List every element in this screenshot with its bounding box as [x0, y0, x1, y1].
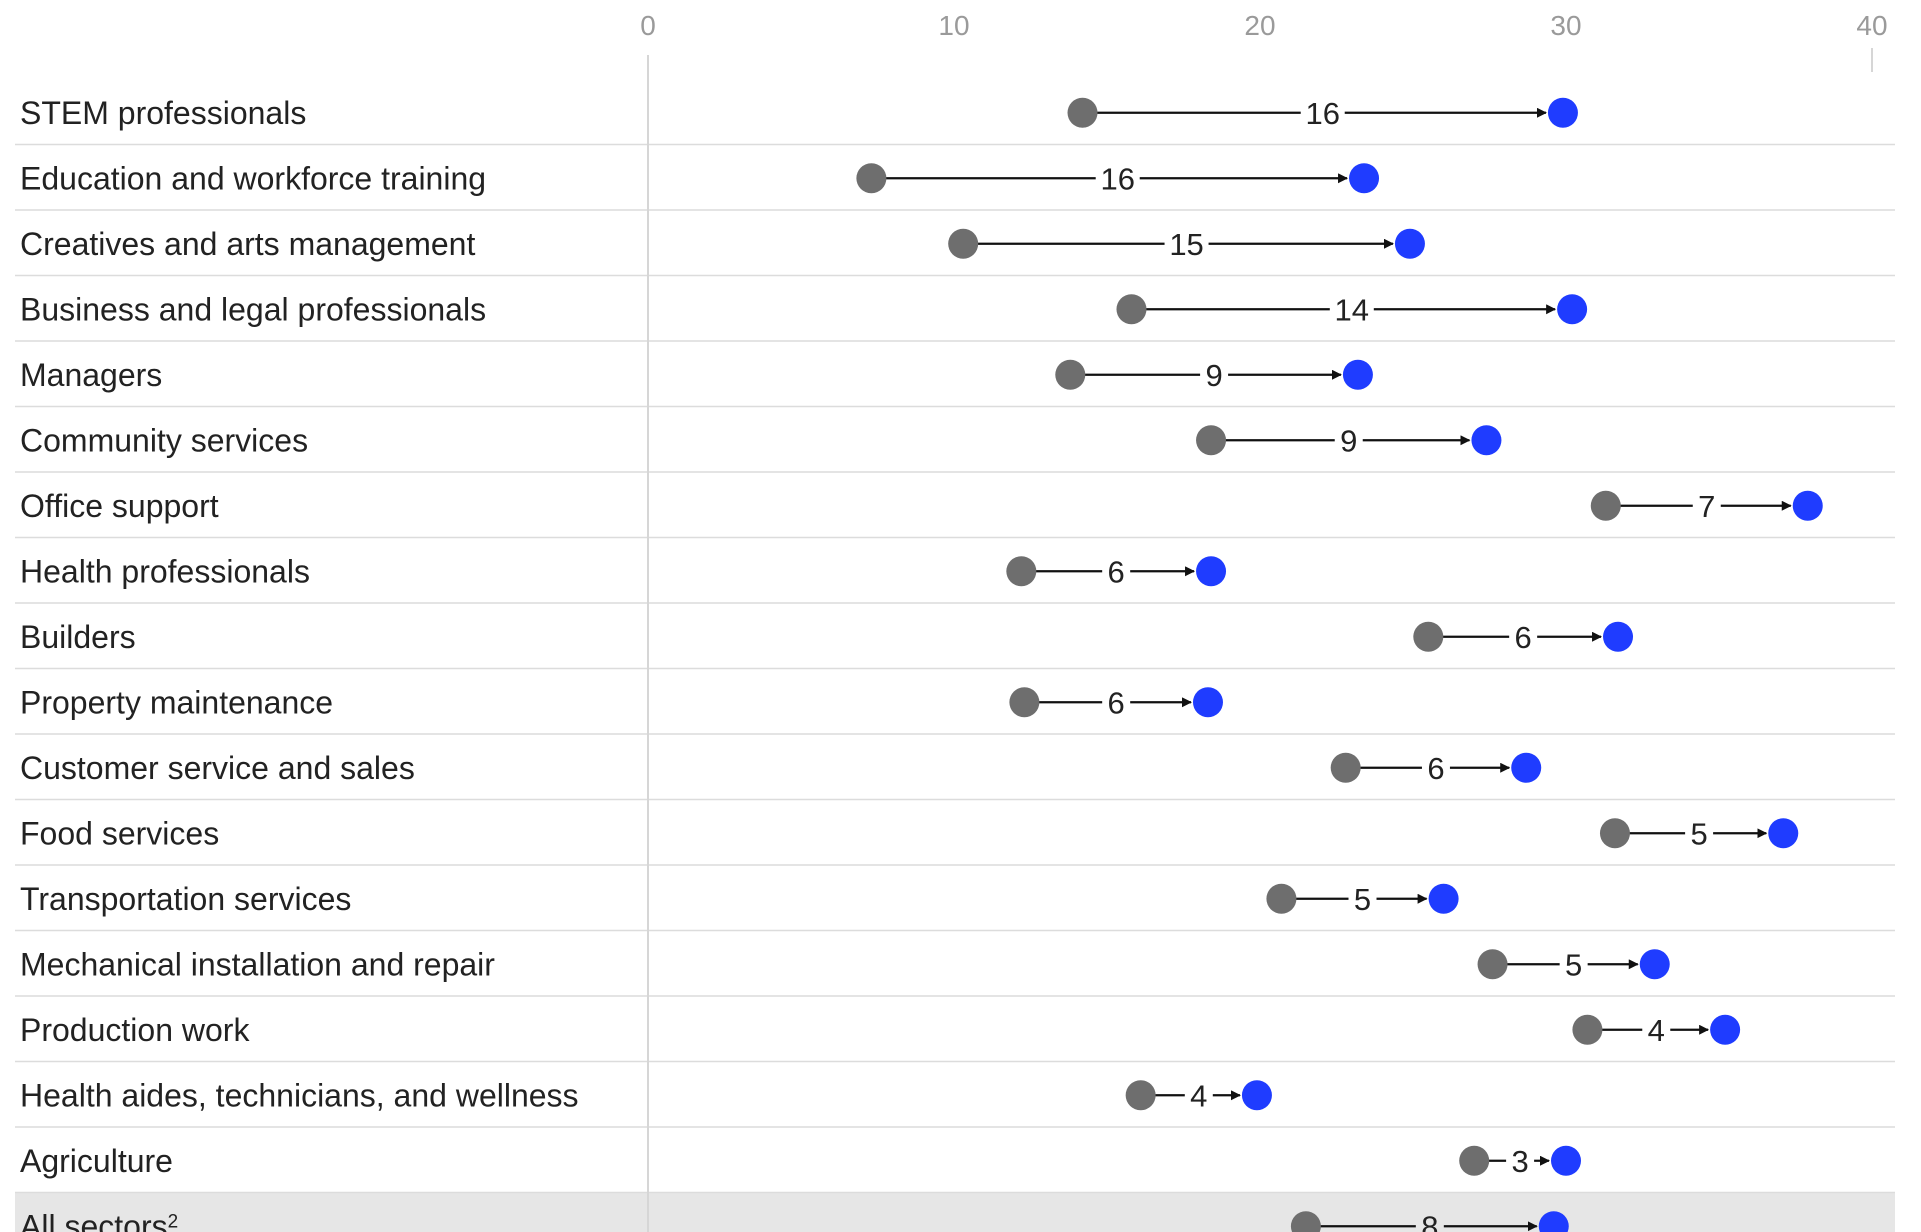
delta-label: 6 [1108, 554, 1125, 589]
end-dot [1547, 97, 1578, 128]
end-dot [1342, 359, 1373, 390]
x-tick-label: 40 [1856, 10, 1887, 41]
start-dot [1006, 556, 1037, 587]
x-tick-label: 20 [1244, 10, 1275, 41]
row-label: Office support [20, 488, 219, 524]
x-tick-label: 10 [938, 10, 969, 41]
row-label: Health professionals [20, 553, 310, 589]
row-label: STEM professionals [20, 95, 306, 131]
row-label: Education and workforce training [20, 160, 486, 196]
delta-label: 6 [1427, 751, 1444, 786]
delta-label: 14 [1335, 292, 1369, 327]
end-dot [1428, 883, 1459, 914]
x-tick-label: 0 [640, 10, 656, 41]
start-dot [1599, 818, 1630, 849]
row-label: Agriculture [20, 1143, 173, 1179]
end-dot [1557, 294, 1588, 325]
row-label: Builders [20, 619, 136, 655]
end-dot [1792, 490, 1823, 521]
end-dot [1639, 949, 1670, 980]
delta-label: 15 [1169, 227, 1203, 262]
end-dot [1603, 621, 1634, 652]
delta-label: 6 [1108, 685, 1125, 720]
row-label: Managers [20, 357, 162, 393]
start-dot [1055, 359, 1086, 390]
start-dot [1290, 1211, 1321, 1232]
start-dot [1116, 294, 1147, 325]
delta-label: 5 [1354, 882, 1371, 917]
end-dot [1511, 752, 1542, 783]
start-dot [1196, 425, 1227, 456]
row-label: Health aides, technicians, and wellness [20, 1077, 579, 1113]
start-dot [856, 163, 887, 194]
delta-label: 4 [1648, 1013, 1665, 1048]
start-dot [1330, 752, 1361, 783]
end-dot [1538, 1211, 1569, 1232]
start-dot [1125, 1080, 1156, 1111]
end-dot [1349, 163, 1380, 194]
start-dot [1009, 687, 1040, 718]
delta-label: 16 [1100, 161, 1134, 196]
end-dot [1241, 1080, 1272, 1111]
row-label: Business and legal professionals [20, 291, 486, 327]
row-label: Production work [20, 1012, 250, 1048]
delta-label: 6 [1515, 620, 1532, 655]
row-label: Customer service and sales [20, 750, 415, 786]
row-label: Creatives and arts management [20, 226, 475, 262]
start-dot [1572, 1014, 1603, 1045]
start-dot [1459, 1145, 1490, 1176]
row-label: Transportation services [20, 881, 351, 917]
start-dot [1266, 883, 1297, 914]
end-dot [1471, 425, 1502, 456]
row-label: All sectors2 [20, 1208, 178, 1232]
end-dot [1710, 1014, 1741, 1045]
delta-label: 9 [1205, 358, 1222, 393]
row-label: Mechanical installation and repair [20, 946, 495, 982]
start-dot [1477, 949, 1508, 980]
delta-label: 9 [1340, 423, 1357, 458]
delta-label: 4 [1190, 1078, 1207, 1113]
row-label: Food services [20, 815, 219, 851]
delta-label: 8 [1421, 1209, 1438, 1232]
start-dot [1590, 490, 1621, 521]
x-tick-label: 30 [1550, 10, 1581, 41]
row-label: Community services [20, 422, 308, 458]
start-dot [1067, 97, 1098, 128]
delta-label: 3 [1511, 1144, 1528, 1179]
row-label: Property maintenance [20, 684, 333, 720]
delta-label: 5 [1690, 816, 1707, 851]
delta-label: 16 [1305, 96, 1339, 131]
highlight-band [15, 1192, 1895, 1232]
end-dot [1394, 228, 1425, 259]
end-dot [1192, 687, 1223, 718]
delta-label: 5 [1565, 947, 1582, 982]
end-dot [1196, 556, 1227, 587]
start-dot [948, 228, 979, 259]
end-dot [1551, 1145, 1581, 1176]
start-dot [1413, 621, 1444, 652]
delta-label: 7 [1698, 489, 1715, 524]
end-dot [1768, 818, 1799, 849]
row-label-superscript: 2 [168, 1211, 179, 1232]
